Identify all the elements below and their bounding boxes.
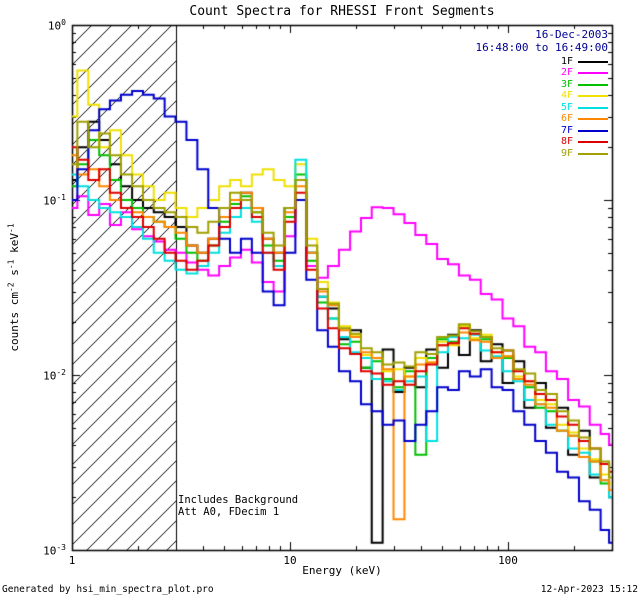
- legend-item-2F: 2F: [408, 68, 608, 80]
- legend-label: 3F: [560, 78, 573, 90]
- legend-line-sample: [578, 129, 608, 132]
- background-note-label: Includes Background: [178, 494, 299, 506]
- y-axis-label: counts cm-2 s-1 keV-1: [6, 223, 22, 352]
- legend-label: 8F: [560, 136, 573, 148]
- legend-line-sample: [578, 95, 608, 98]
- legend-label: 1F: [560, 55, 573, 67]
- legend-item-8F: 8F: [408, 137, 608, 149]
- legend-item-4F: 4F: [408, 91, 608, 103]
- legend-label: 7F: [560, 124, 573, 136]
- legend-label: 4F: [560, 90, 573, 102]
- legend-item-3F: 3F: [408, 79, 608, 91]
- legend-line-sample: [578, 60, 608, 63]
- legend-line-sample: [578, 106, 608, 109]
- legend-item-7F: 7F: [408, 125, 608, 137]
- render-timestamp-label: 12-Apr-2023 15:12: [540, 584, 638, 595]
- time-range-label: 16:48:00 to 16:49:00: [475, 41, 608, 54]
- y-tick-label-1e0: 100: [47, 18, 66, 33]
- legend-item-5F: 5F: [408, 102, 608, 114]
- legend-item-1F: 1F: [408, 56, 608, 68]
- x-tick-label-1: 1: [68, 554, 76, 567]
- y-tick-label-1e-2: 10-2: [43, 368, 66, 383]
- attenuator-note-label: Att A0, FDecim 1: [178, 506, 280, 518]
- generator-credit-label: Generated by hsi_min_spectra_plot.pro: [2, 584, 214, 595]
- legend-label: 2F: [560, 67, 573, 79]
- legend-item-9F: 9F: [408, 148, 608, 160]
- legend-label: 9F: [560, 147, 573, 159]
- legend-line-sample: [578, 141, 608, 144]
- legend-label: 5F: [560, 101, 573, 113]
- legend: 1F 2F 3F 4F 5F 6F 7F 8F 9F: [408, 56, 608, 160]
- x-tick-label-100: 100: [498, 554, 518, 567]
- x-tick-label-10: 10: [283, 554, 297, 567]
- legend-line-sample: [578, 152, 608, 155]
- x-axis-label: Energy (keV): [302, 564, 382, 577]
- legend-label: 6F: [560, 113, 573, 125]
- y-tick-label-1e-3: 10-3: [43, 543, 66, 558]
- legend-line-sample: [578, 72, 608, 75]
- observation-date-label: 16-Dec-2003: [535, 28, 608, 41]
- y-tick-label-1e-1: 10-1: [43, 193, 66, 208]
- legend-line-sample: [578, 83, 608, 86]
- legend-item-6F: 6F: [408, 114, 608, 126]
- legend-line-sample: [578, 118, 608, 121]
- page-title: Count Spectra for RHESSI Front Segments: [189, 4, 495, 19]
